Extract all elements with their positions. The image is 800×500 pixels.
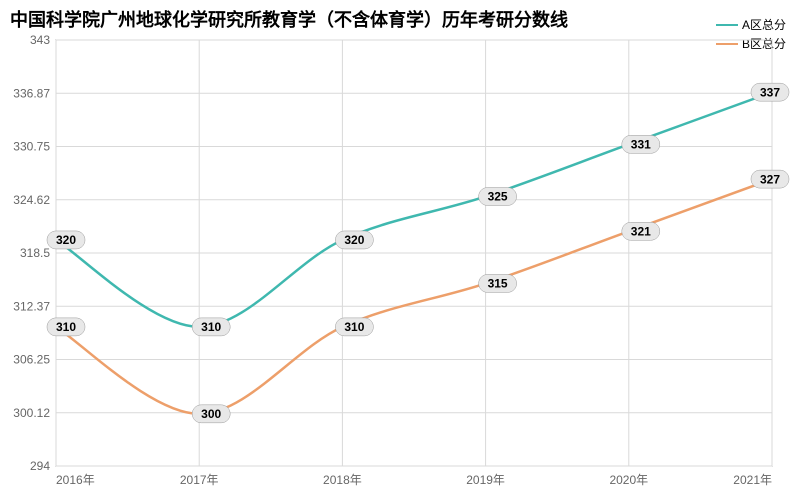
plot-svg: 294 300.12 306.25 312.37 318.5 324.62 330.75 33… [0,0,800,500]
chart-container: 中国科学院广州地球化学研究所教育学（不含体育学）历年考研分数线 A区总分B区总分… [0,0,800,500]
value-label: 325 [488,190,508,204]
y-tick-label: 343 [30,33,50,47]
y-tick-label: 318.5 [20,246,50,260]
value-label: 300 [201,407,221,421]
value-label: 310 [344,320,364,334]
value-label: 321 [631,224,651,238]
y-tick-label: 306.25 [13,353,50,367]
x-tick-label: 2021年 [733,473,772,487]
x-tick-label: 2016年 [56,473,95,487]
value-label: 337 [760,85,780,99]
y-tick-label: 336.87 [13,86,50,100]
value-label: 310 [56,320,76,334]
y-tick-label: 312.37 [13,299,50,313]
x-tick-label: 2018年 [323,473,362,487]
series-line-0 [56,92,772,327]
value-label: 320 [56,233,76,247]
value-label: 331 [631,137,651,151]
x-tick-label: 2019年 [466,473,505,487]
y-tick-label: 300.12 [13,406,50,420]
y-tick-label: 294 [30,459,50,473]
value-label: 310 [201,320,221,334]
value-label: 320 [344,233,364,247]
value-label: 315 [488,277,508,291]
series-line-1 [56,179,772,414]
y-tick-label: 324.62 [13,193,50,207]
y-tick-label: 330.75 [13,140,50,154]
x-tick-label: 2017年 [180,473,219,487]
x-tick-label: 2020年 [609,473,648,487]
value-label: 327 [760,172,780,186]
